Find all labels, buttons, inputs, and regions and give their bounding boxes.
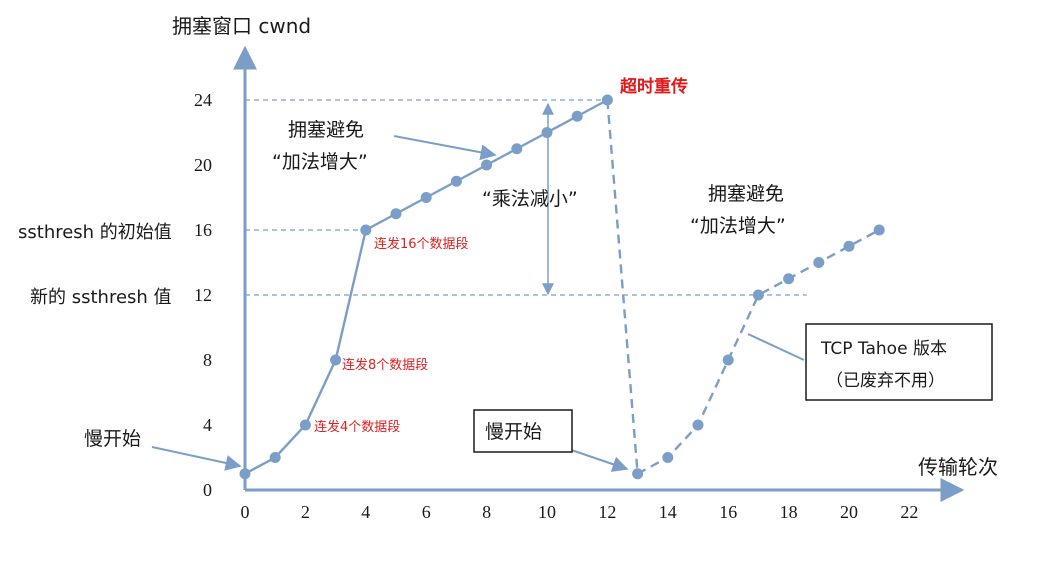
ca1-label-line1: 拥塞避免: [288, 119, 364, 141]
ca2-label-line1: 拥塞避免: [708, 183, 784, 205]
data-point: [269, 452, 281, 463]
burst-8-note: 连发8个数据段: [342, 357, 428, 373]
data-point: [299, 419, 311, 431]
data-point: [873, 224, 885, 236]
timeout-label: 超时重传: [620, 76, 688, 97]
tahoe-label-line1: TCP Tahoe 版本: [820, 339, 947, 359]
data-point: [752, 289, 764, 301]
ca2-label-line2: “加法增大”: [690, 215, 786, 237]
data-point: [390, 208, 402, 220]
multiplicative-decrease-label: “乘法减小”: [482, 188, 578, 210]
slow-start-1-pointer-arrow: [151, 446, 242, 471]
y-tick-label: 0: [203, 480, 212, 500]
data-point: [541, 127, 553, 138]
data-point: [511, 143, 523, 155]
data-point: [360, 224, 372, 236]
x-tick-label: 14: [659, 502, 677, 522]
ssthresh-initial-label: ssthresh 的初始值: [18, 222, 172, 243]
data-point: [571, 110, 583, 122]
data-point: [420, 192, 432, 203]
data-point: [813, 257, 825, 268]
y-tick-label: 20: [194, 155, 212, 175]
x-tick-label: 2: [301, 502, 310, 522]
y-tick-label: 16: [194, 220, 212, 240]
data-point: [601, 94, 613, 106]
data-point: [662, 452, 674, 463]
x-tick-labels: 0 2 4 6 8 10 12 14 16 18 20 22: [241, 502, 919, 522]
x-tick-label: 18: [780, 502, 798, 522]
slow-start-2-label: 慢开始: [485, 421, 542, 443]
ssthresh-new-label: 新的 ssthresh 值: [30, 287, 172, 308]
data-point: [481, 159, 493, 171]
data-point: [239, 468, 251, 480]
x-tick-label: 10: [538, 502, 556, 522]
y-tick-labels: 0 4 8 12 16 20 24: [194, 90, 212, 500]
guide-lines: [245, 99, 807, 296]
data-point: [843, 240, 855, 252]
data-point: [722, 354, 734, 366]
burst-4-note: 连发4个数据段: [314, 419, 400, 435]
x-tick-label: 20: [840, 502, 858, 522]
tahoe-pointer-line: [747, 333, 805, 361]
slow-start-2-box: [473, 409, 573, 453]
x-tick-label: 6: [422, 502, 431, 522]
data-point: [450, 175, 462, 187]
series-line-dashed: [606, 99, 880, 476]
slow-start-1-label: 慢开始: [84, 428, 141, 450]
y-tick-label: 4: [203, 415, 212, 435]
x-tick-label: 22: [900, 502, 918, 522]
x-tick-label: 4: [361, 502, 370, 522]
x-tick-label: 0: [241, 502, 250, 522]
ca1-label-line2: “加法增大”: [272, 151, 368, 173]
data-point: [692, 419, 704, 431]
x-tick-label: 12: [598, 502, 616, 522]
tahoe-box: [805, 323, 993, 401]
x-tick-label: 8: [482, 502, 491, 522]
y-tick-label: 24: [194, 90, 212, 110]
data-point: [330, 354, 342, 366]
data-point: [632, 468, 644, 480]
y-tick-label: 8: [203, 350, 212, 370]
ca1-pointer-arrow: [393, 135, 497, 161]
burst-16-note: 连发16个数据段: [374, 236, 469, 252]
tahoe-label-line2: （已废弃不用）: [826, 371, 945, 391]
data-point: [783, 273, 795, 285]
x-axis-title: 传输轮次: [918, 455, 998, 479]
x-tick-label: 16: [719, 502, 737, 522]
y-axis-title: 拥塞窗口 cwnd: [172, 14, 311, 38]
y-tick-label: 12: [194, 285, 212, 305]
